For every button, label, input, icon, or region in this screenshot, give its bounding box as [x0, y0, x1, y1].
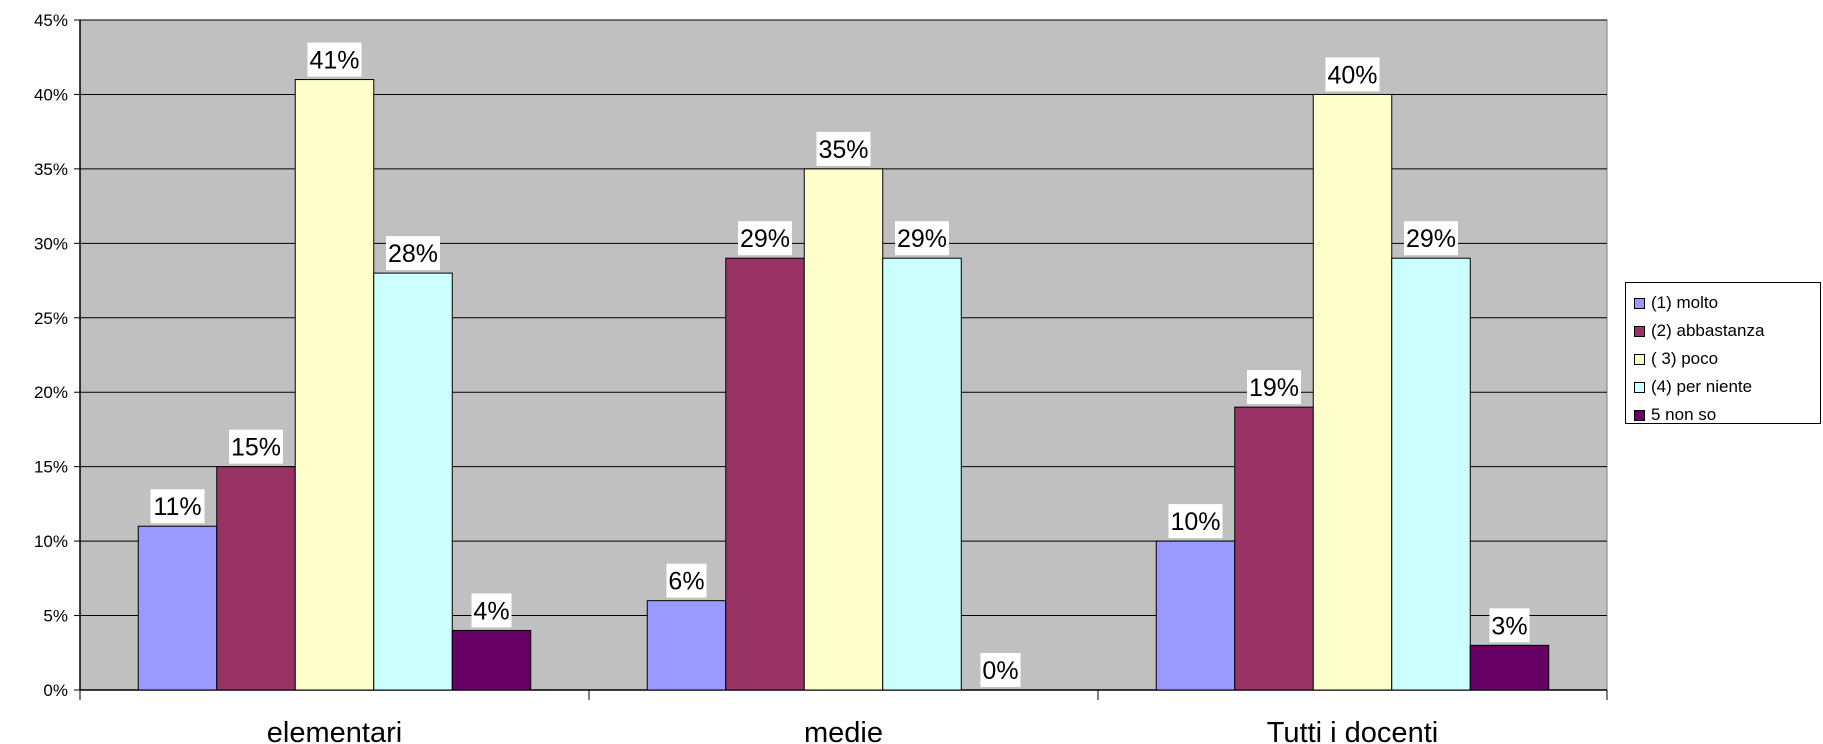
legend-swatch — [1634, 409, 1645, 421]
bar — [646, 600, 727, 691]
data-label: 41% — [309, 47, 359, 75]
y-tick-label: 15% — [34, 458, 68, 477]
bar — [294, 79, 375, 691]
data-label-bg — [738, 221, 792, 256]
data-label-bg — [980, 653, 1021, 687]
data-label: 35% — [818, 136, 868, 164]
legend-label: (2) abbastanza — [1651, 321, 1765, 340]
y-tick-label: 45% — [34, 11, 68, 30]
y-tick-label: 10% — [34, 532, 68, 551]
y-tick-label: 35% — [34, 160, 68, 179]
data-label-bg — [895, 221, 949, 256]
bar — [137, 525, 218, 691]
x-tick-label: medie — [804, 717, 883, 744]
data-label-bg — [1325, 57, 1380, 92]
data-label: 40% — [1327, 61, 1377, 89]
legend-swatch — [1634, 381, 1645, 393]
data-label: 28% — [388, 240, 438, 268]
data-label-bg — [1168, 504, 1223, 539]
data-label: 3% — [1491, 612, 1527, 640]
legend-item: (1) molto — [1634, 289, 1820, 317]
data-label-bg — [816, 131, 871, 166]
data-label: 6% — [668, 568, 704, 596]
legend-label: (4) per niente — [1651, 377, 1753, 396]
data-label: 15% — [231, 434, 281, 462]
data-label: 29% — [1406, 225, 1456, 253]
bar — [803, 168, 884, 691]
legend-item: (2) abbastanza — [1634, 317, 1820, 345]
data-label-bg — [150, 489, 205, 524]
legend-item: ( 3) poco — [1634, 345, 1820, 373]
legend-item: (4) per niente — [1634, 373, 1820, 401]
bar — [882, 257, 962, 691]
data-label-bg — [1404, 221, 1458, 256]
data-label: 19% — [1249, 374, 1299, 402]
data-label: 10% — [1170, 508, 1220, 536]
y-tick-label: 30% — [34, 234, 68, 253]
bar — [725, 257, 805, 691]
y-tick-label: 25% — [34, 309, 68, 328]
data-label-bg — [307, 42, 362, 77]
data-label-bg — [386, 236, 440, 271]
bar — [451, 629, 532, 691]
data-label-bg — [229, 429, 283, 464]
bar — [1234, 406, 1314, 691]
y-tick-label: 40% — [34, 85, 68, 104]
legend-swatch — [1634, 325, 1645, 337]
data-label-bg — [1247, 370, 1301, 405]
bar — [1312, 93, 1393, 691]
legend-label: ( 3) poco — [1651, 349, 1719, 368]
y-tick-label: 5% — [43, 607, 68, 626]
legend-item: 5 non so — [1634, 401, 1820, 429]
data-label: 4% — [473, 597, 509, 625]
bar — [216, 466, 296, 691]
x-tick-label: Tutti i docenti — [1267, 717, 1438, 744]
legend-label: 5 non so — [1651, 405, 1717, 424]
data-label: 11% — [153, 493, 201, 521]
data-label-bg — [1489, 608, 1530, 643]
bar — [1155, 540, 1236, 691]
y-tick-label: 20% — [34, 383, 68, 402]
bar — [373, 272, 453, 691]
legend-swatch — [1634, 297, 1645, 309]
bar — [1469, 644, 1550, 691]
data-label: 0% — [982, 657, 1018, 685]
data-label: 29% — [897, 225, 947, 253]
legend-swatch — [1634, 353, 1645, 365]
x-tick-label: elementari — [267, 717, 402, 744]
data-label-bg — [471, 593, 512, 628]
legend: (1) molto (2) abbastanza ( 3) poco (4) p… — [1625, 282, 1821, 424]
data-label: 29% — [740, 225, 790, 253]
y-tick-label: 0% — [43, 681, 68, 700]
legend-label: (1) molto — [1651, 293, 1719, 312]
data-label-bg — [666, 563, 707, 598]
bar — [1391, 257, 1471, 691]
